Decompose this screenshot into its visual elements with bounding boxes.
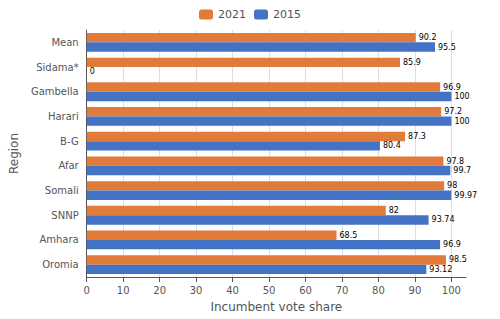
svg-text:93.74: 93.74 — [432, 215, 455, 224]
svg-text:Afar: Afar — [58, 160, 79, 171]
svg-text:87.3: 87.3 — [408, 132, 426, 141]
svg-text:B-G: B-G — [60, 136, 79, 147]
svg-text:0: 0 — [90, 67, 95, 76]
svg-text:Harari: Harari — [48, 111, 79, 122]
svg-text:20: 20 — [153, 285, 166, 296]
svg-text:SNNP: SNNP — [51, 210, 78, 221]
svg-text:98: 98 — [447, 181, 457, 190]
svg-text:Oromia: Oromia — [42, 259, 79, 270]
svg-text:Region: Region — [7, 133, 21, 174]
svg-text:97.2: 97.2 — [444, 107, 462, 116]
svg-text:2015: 2015 — [273, 8, 301, 21]
svg-text:100: 100 — [454, 117, 469, 126]
svg-text:Mean: Mean — [51, 37, 78, 48]
svg-text:85.9: 85.9 — [403, 58, 421, 67]
svg-text:68.5: 68.5 — [340, 231, 358, 240]
svg-text:Amhara: Amhara — [39, 234, 78, 245]
svg-text:99.7: 99.7 — [453, 166, 471, 175]
svg-text:80: 80 — [372, 285, 385, 296]
svg-text:100: 100 — [442, 285, 461, 296]
svg-text:80.4: 80.4 — [383, 141, 401, 150]
svg-text:90: 90 — [409, 285, 422, 296]
svg-text:90.2: 90.2 — [419, 33, 437, 42]
svg-text:Somali: Somali — [45, 185, 79, 196]
svg-text:40: 40 — [226, 285, 239, 296]
svg-text:0: 0 — [84, 285, 90, 296]
svg-text:50: 50 — [263, 285, 276, 296]
svg-text:2021: 2021 — [218, 8, 246, 21]
svg-text:93.12: 93.12 — [429, 265, 452, 274]
svg-text:97.8: 97.8 — [446, 157, 464, 166]
svg-text:99.97: 99.97 — [454, 191, 477, 200]
svg-text:Incumbent vote share: Incumbent vote share — [210, 300, 342, 314]
svg-text:Gambella: Gambella — [31, 86, 79, 97]
svg-text:95.5: 95.5 — [438, 43, 456, 52]
svg-text:100: 100 — [454, 92, 469, 101]
svg-text:30: 30 — [190, 285, 203, 296]
svg-text:10: 10 — [117, 285, 130, 296]
svg-text:96.9: 96.9 — [443, 240, 461, 249]
svg-text:98.5: 98.5 — [449, 255, 467, 264]
svg-text:Sidama*: Sidama* — [36, 62, 78, 73]
svg-text:82: 82 — [389, 206, 399, 215]
svg-text:70: 70 — [336, 285, 349, 296]
svg-text:96.9: 96.9 — [443, 83, 461, 92]
svg-text:60: 60 — [299, 285, 312, 296]
